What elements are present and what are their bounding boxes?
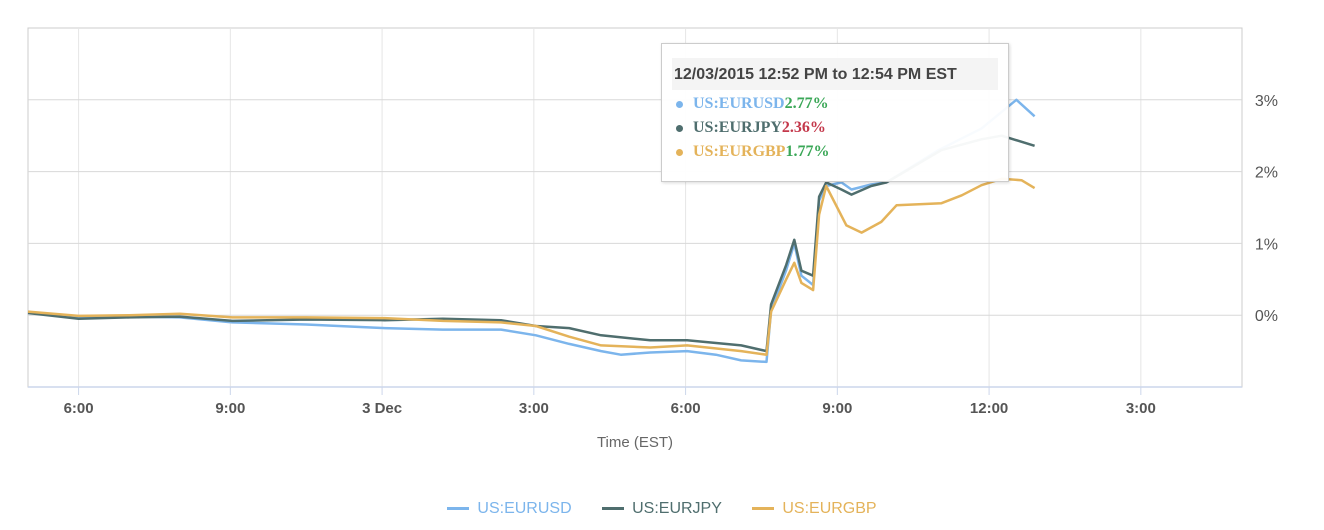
tooltip-row-eurjpy: US:EURJPY2.36% — [676, 118, 1008, 138]
series-line-useurgbp — [27, 177, 1036, 356]
x-tick-label: 3 Dec — [362, 400, 402, 417]
legend-item-eurgbp[interactable]: US:EURGBP — [752, 500, 877, 518]
x-tick-label: 3:00 — [1126, 400, 1156, 417]
tooltip-row-eurgbp: US:EURGBP1.77% — [676, 142, 1008, 162]
tooltip-series-name: US:EURUSD — [693, 95, 785, 112]
tooltip-value: 2.77% — [784, 95, 829, 112]
tooltip: 12/03/2015 12:52 PM to 12:54 PM EST US:E… — [661, 43, 1009, 182]
tooltip-header: 12/03/2015 12:52 PM to 12:54 PM EST — [672, 58, 998, 90]
tooltip-series-name: US:EURGBP — [693, 143, 786, 160]
legend-item-eurusd[interactable]: US:EURUSD — [447, 500, 572, 518]
y-tick-label: 3% — [1255, 93, 1278, 110]
x-tick-label: 3:00 — [519, 400, 549, 417]
tooltip-series-name: US:EURJPY — [693, 119, 782, 136]
legend-label: US:EURUSD — [477, 500, 572, 517]
series-line-useurusd — [27, 98, 1036, 364]
legend-label: US:EURJPY — [632, 500, 722, 517]
x-tick-label: 9:00 — [215, 400, 245, 417]
legend: US:EURUSD US:EURJPY US:EURGBP — [0, 500, 1324, 518]
tooltip-row-eurusd: US:EURUSD2.77% — [676, 94, 1008, 114]
tooltip-value: 1.77% — [785, 143, 830, 160]
legend-item-eurjpy[interactable]: US:EURJPY — [602, 500, 722, 518]
legend-line-icon — [447, 507, 470, 511]
y-tick-label: 0% — [1255, 308, 1278, 325]
x-tick-label: 6:00 — [671, 400, 701, 417]
x-axis-title: Time (EST) — [597, 434, 673, 451]
y-tick-label: 2% — [1255, 165, 1278, 182]
x-tick-label: 12:00 — [970, 400, 1008, 417]
legend-line-icon — [752, 507, 775, 511]
series-dot-icon — [676, 100, 683, 108]
y-tick-label: 1% — [1255, 236, 1278, 253]
tooltip-value: 2.36% — [781, 119, 826, 136]
series-dot-icon — [676, 124, 683, 132]
legend-label: US:EURGBP — [782, 500, 877, 517]
x-tick-label: 9:00 — [822, 400, 852, 417]
series-dot-icon — [676, 148, 683, 156]
x-tick-label: 6:00 — [64, 400, 94, 417]
legend-line-icon — [602, 507, 625, 511]
plot-border — [27, 27, 1243, 388]
